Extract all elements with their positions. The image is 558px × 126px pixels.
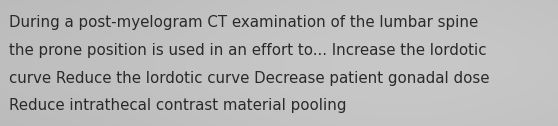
Text: During a post-myelogram CT examination of the lumbar spine: During a post-myelogram CT examination o…	[9, 15, 478, 30]
Text: the prone position is used in an effort to... Increase the lordotic: the prone position is used in an effort …	[9, 43, 487, 58]
Text: Reduce intrathecal contrast material pooling: Reduce intrathecal contrast material poo…	[9, 98, 347, 113]
Text: curve Reduce the lordotic curve Decrease patient gonadal dose: curve Reduce the lordotic curve Decrease…	[9, 71, 489, 86]
